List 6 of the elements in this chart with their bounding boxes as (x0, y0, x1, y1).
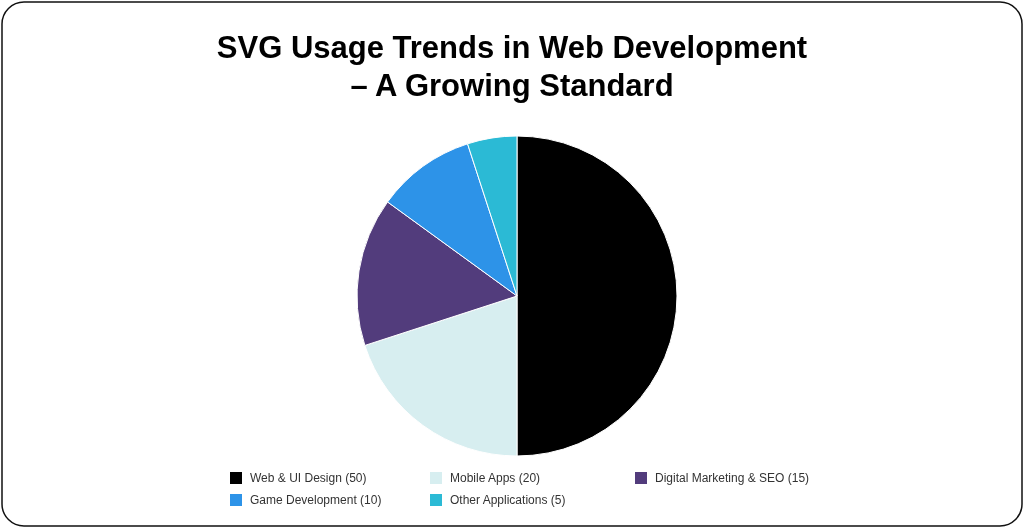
legend-label: Web & UI Design (50) (250, 471, 367, 485)
legend-label: Other Applications (5) (450, 493, 566, 507)
legend-label: Digital Marketing & SEO (15) (655, 471, 810, 485)
chart-title: SVG Usage Trends in Web Development – A Growing Standard (216, 30, 808, 103)
legend-label: Game Development (10) (250, 493, 382, 507)
legend-label: Mobile Apps (20) (450, 471, 541, 485)
